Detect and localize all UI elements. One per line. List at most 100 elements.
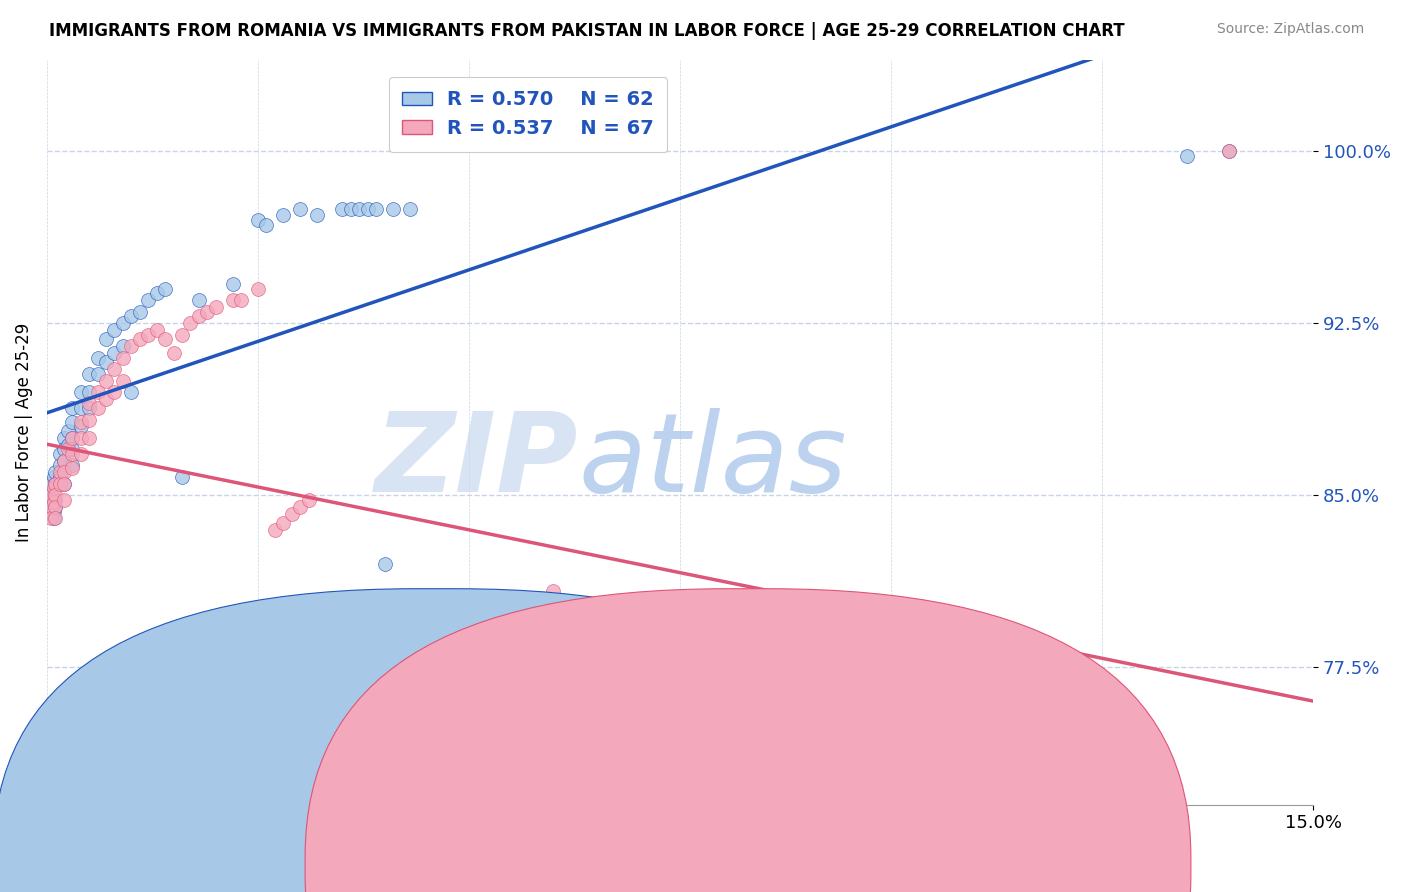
Point	[170, 327, 193, 342]
Point	[254, 218, 277, 232]
Point	[94, 392, 117, 406]
Point	[120, 310, 142, 324]
Point	[221, 293, 243, 308]
Point	[39, 488, 62, 502]
Point	[246, 213, 269, 227]
Point	[1175, 149, 1198, 163]
Point	[60, 447, 83, 461]
Point	[195, 305, 218, 319]
Point	[543, 584, 565, 599]
Point	[136, 293, 159, 308]
Point	[52, 454, 75, 468]
Point	[128, 305, 150, 319]
Point	[69, 419, 91, 434]
Point	[323, 676, 346, 690]
Point	[111, 374, 134, 388]
Point	[229, 293, 252, 308]
Point	[86, 367, 108, 381]
Point	[349, 202, 371, 216]
Point	[44, 500, 66, 514]
Point	[48, 465, 70, 479]
Point	[44, 476, 66, 491]
Point	[585, 729, 607, 743]
Text: atlas: atlas	[579, 409, 848, 516]
Point	[374, 557, 396, 571]
Point	[271, 516, 294, 530]
Point	[39, 488, 62, 502]
Point	[42, 495, 65, 509]
Point	[187, 293, 209, 308]
Point	[136, 327, 159, 342]
Point	[48, 447, 70, 461]
Point	[69, 401, 91, 415]
Text: Source: ZipAtlas.com: Source: ZipAtlas.com	[1216, 22, 1364, 37]
Point	[340, 202, 363, 216]
Point	[1218, 145, 1240, 159]
Point	[39, 476, 62, 491]
Point	[60, 431, 83, 445]
Point	[103, 346, 125, 360]
Point	[42, 481, 65, 495]
Point	[69, 415, 91, 429]
Point	[52, 454, 75, 468]
Point	[145, 323, 167, 337]
Point	[52, 465, 75, 479]
Point	[77, 384, 100, 399]
Point	[39, 492, 62, 507]
Point	[221, 277, 243, 292]
Point	[669, 740, 692, 755]
Point	[179, 316, 201, 330]
Point	[60, 431, 83, 445]
Point	[111, 339, 134, 353]
Point	[44, 465, 66, 479]
Point	[56, 424, 79, 438]
Point	[111, 351, 134, 365]
Point	[315, 683, 337, 698]
Point	[94, 355, 117, 369]
Point	[391, 648, 413, 663]
Point	[153, 282, 176, 296]
Point	[332, 706, 354, 720]
Point	[60, 415, 83, 429]
Point	[305, 694, 328, 708]
Point	[332, 202, 354, 216]
Point	[44, 488, 66, 502]
Point	[52, 431, 75, 445]
Point	[170, 470, 193, 484]
Point	[357, 202, 380, 216]
Point	[1218, 145, 1240, 159]
Point	[44, 500, 66, 514]
Point	[39, 500, 62, 514]
Point	[128, 332, 150, 346]
Point	[42, 470, 65, 484]
Point	[94, 332, 117, 346]
Point	[60, 401, 83, 415]
Point	[246, 282, 269, 296]
Point	[48, 458, 70, 473]
Point	[77, 431, 100, 445]
Point	[103, 384, 125, 399]
Point	[60, 442, 83, 457]
Point	[48, 470, 70, 484]
Point	[187, 310, 209, 324]
Point	[42, 511, 65, 525]
Point	[69, 447, 91, 461]
Point	[52, 476, 75, 491]
Point	[103, 323, 125, 337]
Text: Immigrants from Romania: Immigrants from Romania	[426, 852, 643, 870]
Point	[204, 300, 226, 314]
Point	[120, 339, 142, 353]
Point	[86, 351, 108, 365]
Point	[39, 511, 62, 525]
Point	[94, 374, 117, 388]
Point	[60, 458, 83, 473]
Point	[288, 500, 311, 514]
Point	[60, 460, 83, 475]
Point	[366, 202, 388, 216]
Point	[153, 332, 176, 346]
Point	[340, 694, 363, 708]
Point	[77, 412, 100, 426]
Point	[77, 401, 100, 415]
Point	[475, 752, 498, 766]
Legend: R = 0.570    N = 62, R = 0.537    N = 67: R = 0.570 N = 62, R = 0.537 N = 67	[389, 77, 668, 152]
